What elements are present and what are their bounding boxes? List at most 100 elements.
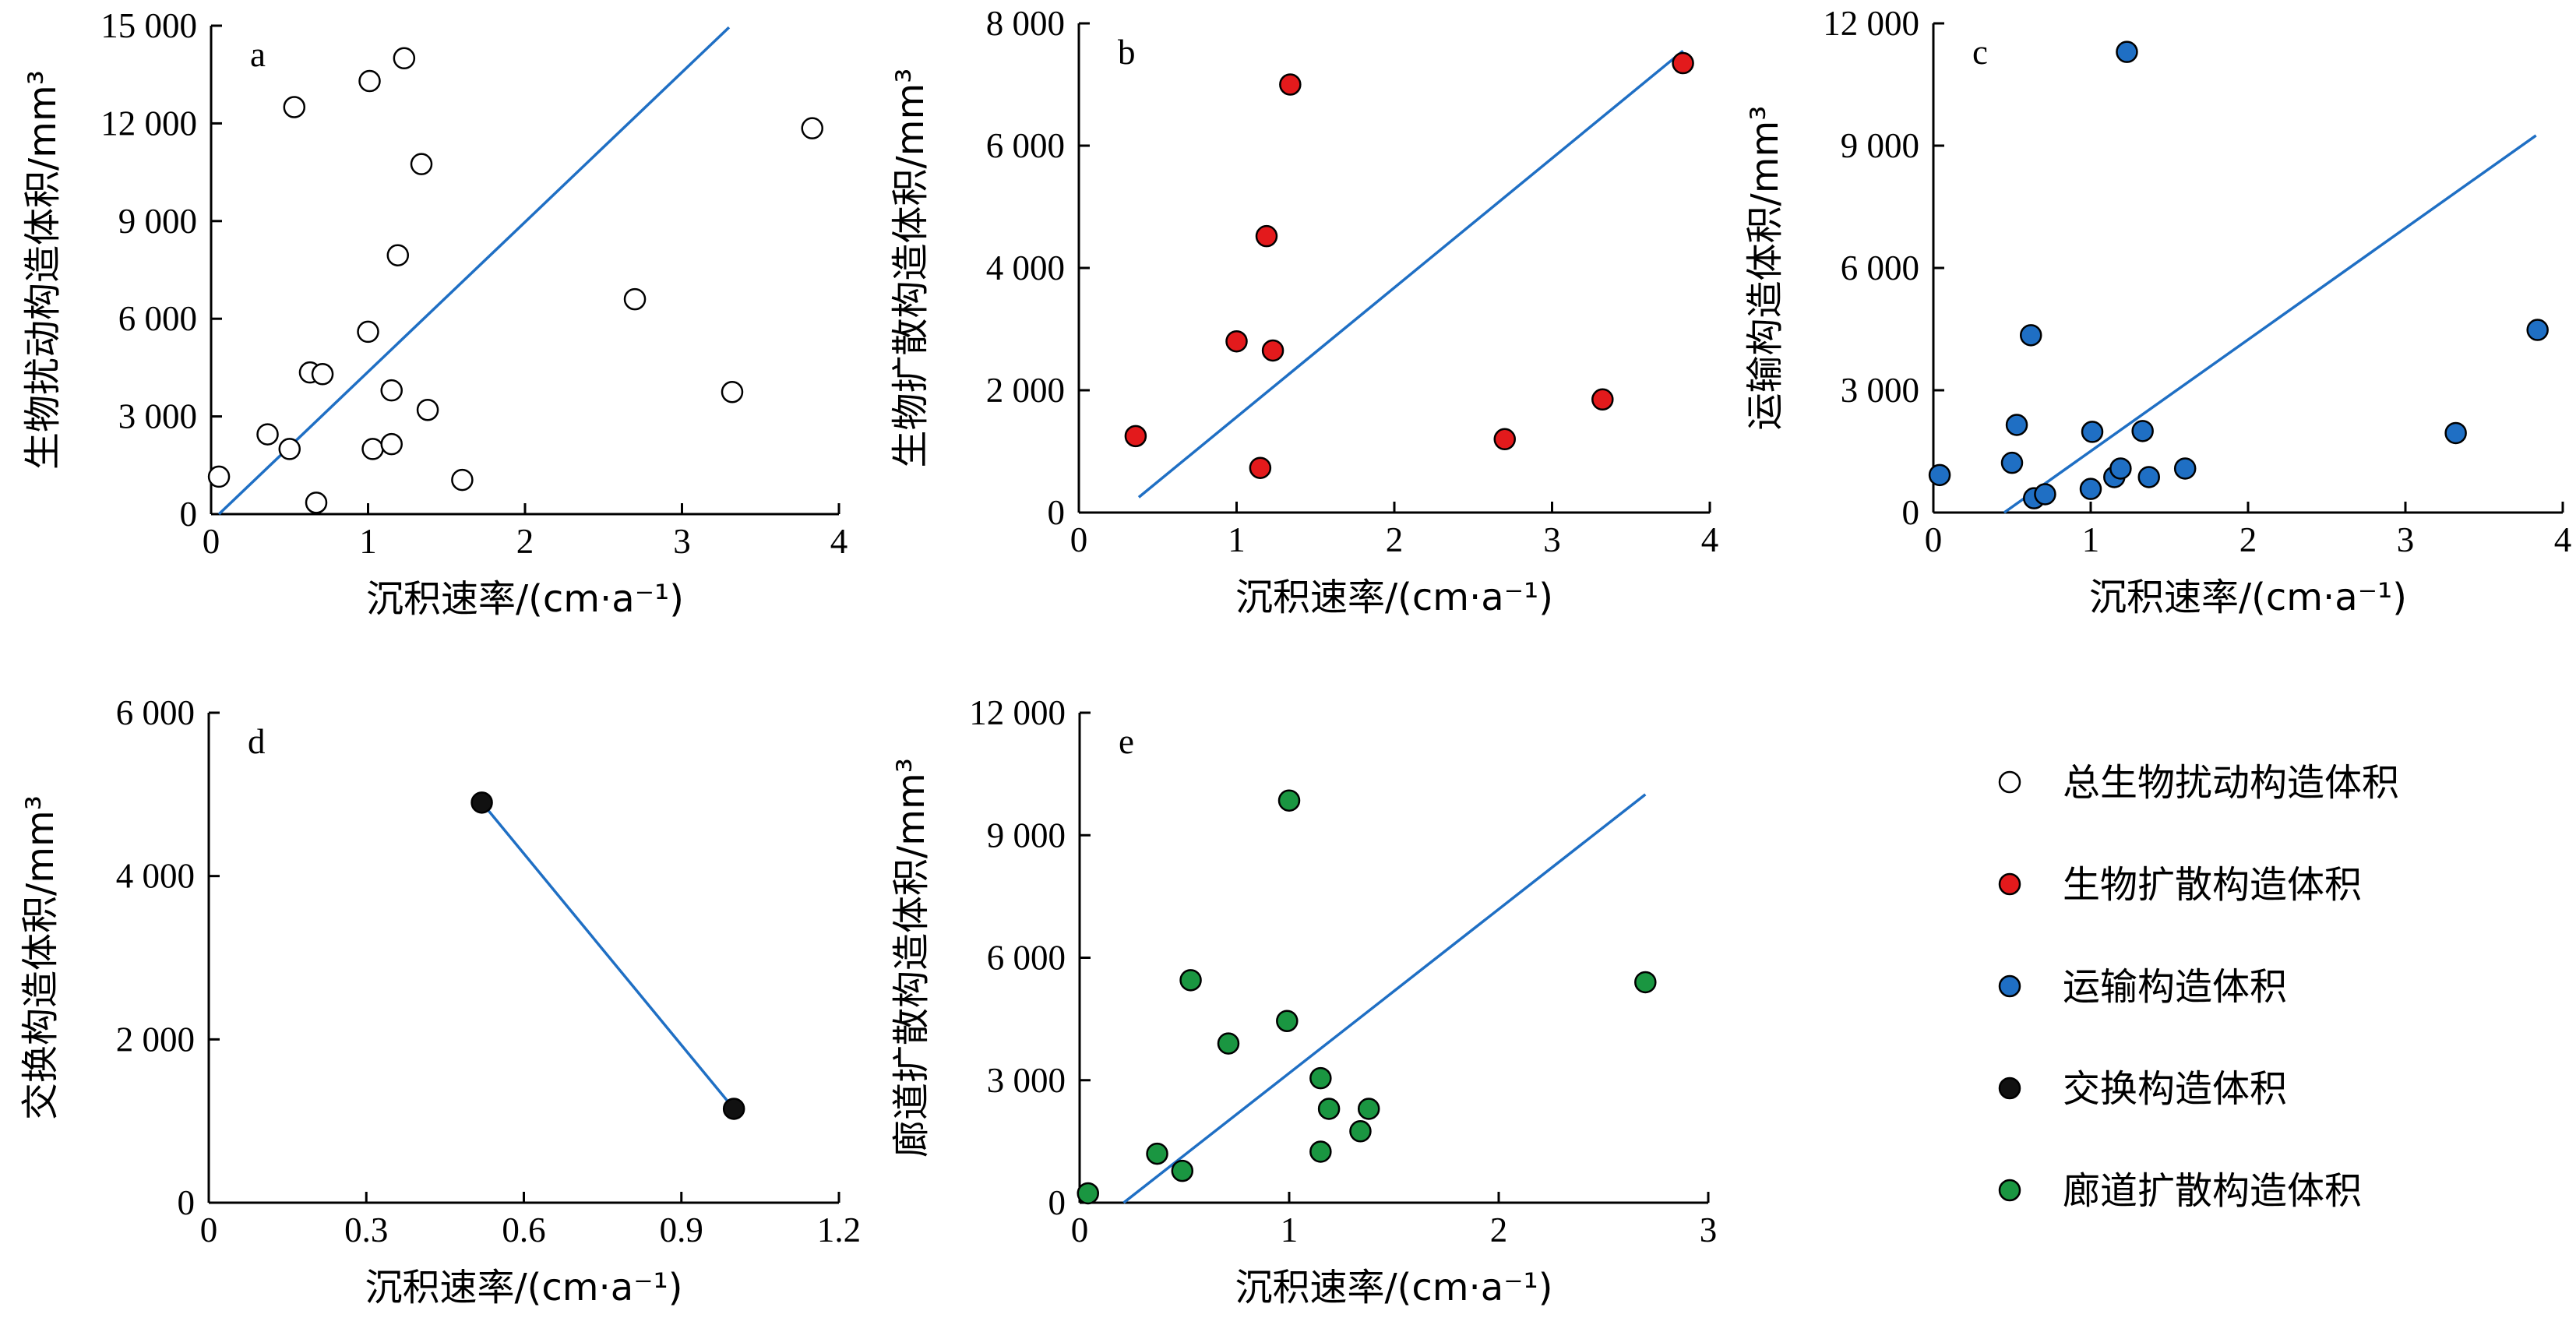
legend-item: 廊道扩散构造体积 <box>1998 1169 2362 1213</box>
x-tick-label: 1.2 <box>817 1210 861 1249</box>
y-tick-label: 6 000 <box>987 939 1066 978</box>
data-point <box>386 244 410 266</box>
legend-label: 运输构造体积 <box>2063 965 2287 1009</box>
y-tick-label: 6 000 <box>118 299 197 338</box>
y-axis-label: 运输构造体积/mm³ <box>1743 106 1787 431</box>
data-point <box>1217 1032 1240 1055</box>
trend-line <box>217 26 731 516</box>
legend-item: 运输构造体积 <box>1998 965 2287 1009</box>
trend-line <box>1137 49 1684 499</box>
chart-panel-c: 0 3 000 6 000 9 000 12 000 0 1 2 3 4 沉积速率/(cm·a⁻¹)… <box>1743 4 2571 619</box>
data-point <box>1309 1140 1332 1163</box>
y-tick-label: 12 000 <box>100 104 197 143</box>
legend-marker <box>1998 974 2021 998</box>
y-tick-label: 3 000 <box>987 1061 1066 1100</box>
data-point <box>380 432 403 456</box>
data-point <box>1277 789 1301 812</box>
legend-marker <box>1998 1179 2021 1202</box>
data-point <box>451 468 474 492</box>
x-tick-label: 0.3 <box>344 1210 388 1249</box>
data-point <box>393 47 416 70</box>
data-point <box>305 492 328 514</box>
legend-marker <box>1998 872 2021 896</box>
data-point <box>311 363 334 386</box>
data-point <box>2137 466 2160 488</box>
legend-label: 生物扩散构造体积 <box>2063 863 2362 907</box>
data-point <box>256 423 279 446</box>
y-tick-label: 9 000 <box>1841 126 1919 165</box>
data-point <box>2000 451 2024 474</box>
data-point <box>722 1098 745 1120</box>
data-point <box>2079 477 2102 500</box>
x-tick-label: 2 <box>1490 1210 1508 1249</box>
data-point <box>721 381 744 403</box>
x-tick-label: 1 <box>359 522 377 561</box>
y-tick-label: 3 000 <box>1841 371 1919 410</box>
x-tick-label: 4 <box>830 522 848 561</box>
x-tick-label: 2 <box>1386 520 1404 559</box>
legend-label: 交换构造体积 <box>2063 1067 2287 1111</box>
data-point <box>1493 428 1516 451</box>
x-axis-label: 沉积速率/(cm·a⁻¹) <box>2089 576 2407 619</box>
x-tick-label: 3 <box>1543 520 1561 559</box>
x-tick-label: 0.9 <box>660 1210 703 1249</box>
data-point <box>2081 421 2104 443</box>
y-tick-label: 0 <box>180 495 198 534</box>
data-point <box>416 398 439 421</box>
x-axis-label: 沉积速率/(cm·a⁻¹) <box>366 577 684 621</box>
data-point <box>357 320 379 344</box>
data-point <box>2444 421 2467 445</box>
data-point <box>1249 456 1272 479</box>
data-point <box>1124 425 1147 448</box>
data-point <box>1255 224 1278 248</box>
data-point <box>1146 1142 1168 1165</box>
x-tick-label: 0.6 <box>502 1210 545 1249</box>
y-tick-label: 2 000 <box>986 371 1065 410</box>
data-point <box>2173 457 2197 480</box>
trend-line <box>1122 793 1647 1204</box>
y-tick-label: 4 000 <box>986 248 1065 287</box>
x-tick-label: 0 <box>1070 520 1088 559</box>
data-point <box>410 153 433 175</box>
y-axis-label: 生物扰动构造体积/mm³ <box>21 70 65 470</box>
y-tick-label: 3 000 <box>118 397 197 436</box>
x-tick-label: 0 <box>1071 1210 1089 1249</box>
x-tick-label: 4 <box>1701 520 1719 559</box>
y-axis-label: 交换构造体积/mm³ <box>19 795 62 1120</box>
data-point <box>1279 73 1302 96</box>
x-tick-label: 2 <box>516 522 534 561</box>
chart-panel-b: 0 2 000 4 000 6 000 8 000 0 1 2 3 4 沉积速率/(cm·a⁻¹) 生… <box>889 4 1718 619</box>
legend-item: 交换构造体积 <box>1998 1067 2287 1111</box>
data-point <box>1928 463 1951 487</box>
data-point <box>2019 324 2042 347</box>
x-tick-label: 3 <box>1700 1210 1718 1249</box>
legend-item: 总生物扰动构造体积 <box>1998 761 2399 805</box>
chart-panel-e: 0 3 000 6 000 9 000 12 000 0 1 2 3 沉积速率/(cm·a⁻¹) 廊… <box>890 693 1717 1309</box>
data-point <box>1171 1159 1194 1182</box>
x-tick-label: 0 <box>203 522 220 561</box>
data-point <box>207 465 231 488</box>
panel-letter: e <box>1119 722 1134 761</box>
x-tick-label: 3 <box>673 522 691 561</box>
data-point <box>1077 1182 1100 1205</box>
data-point <box>283 96 306 118</box>
y-tick-label: 15 000 <box>100 6 197 45</box>
data-point <box>2131 420 2154 442</box>
data-point <box>1309 1066 1332 1090</box>
legend-marker <box>1998 1077 2021 1100</box>
data-point <box>1634 971 1657 994</box>
y-tick-label: 0 <box>1902 493 1920 532</box>
data-point <box>2005 414 2028 436</box>
y-tick-label: 9 000 <box>987 816 1066 855</box>
panel-letter: b <box>1118 33 1136 72</box>
x-tick-label: 1 <box>1281 1210 1299 1249</box>
x-tick-label: 0 <box>1925 520 1943 559</box>
data-point <box>1672 51 1694 75</box>
data-point <box>1591 388 1614 411</box>
data-point <box>2034 483 2056 506</box>
legend-item: 生物扩散构造体积 <box>1998 863 2362 907</box>
data-point <box>1357 1098 1380 1120</box>
x-tick-label: 3 <box>2397 520 2415 559</box>
